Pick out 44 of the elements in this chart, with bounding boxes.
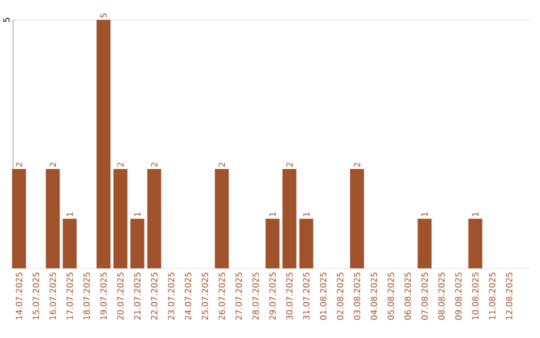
x-tick-label: 18.07.2025	[83, 272, 90, 320]
data-label: 2	[286, 162, 293, 167]
x-tick-label: 30.07.2025	[286, 272, 293, 320]
x-tick-label: 10.08.2025	[472, 272, 479, 320]
x-tick-label: 24.07.2025	[184, 272, 192, 320]
x-tick-label: 28.07.2025	[252, 272, 259, 320]
x-tick-label: 20.07.2025	[117, 272, 124, 320]
x-tick-label: 12.08.2025	[506, 272, 512, 320]
x-tick-label: 03.08.2025	[354, 272, 360, 320]
data-label: 2	[50, 162, 56, 167]
data-label: 1	[66, 212, 73, 216]
x-tick-label: 22.07.2025	[151, 272, 158, 320]
data-label: 1	[303, 212, 310, 216]
data-label: 2	[218, 162, 225, 167]
x-tick-label: 23.07.2025	[168, 272, 174, 320]
data-label: 2	[16, 162, 22, 167]
data-label: 1	[134, 212, 140, 216]
x-tick-label: 07.08.2025	[421, 272, 428, 320]
data-label: 2	[151, 162, 158, 167]
x-tick-label: 04.08.2025	[370, 272, 378, 320]
x-tick-label: 17.07.2025	[66, 272, 73, 320]
x-tick-label: 09.08.2025	[455, 272, 462, 320]
x-tick-label: 31.07.2025	[303, 272, 310, 320]
x-tick-label: 19.07.2025	[100, 272, 107, 320]
x-tick-label: 02.08.2025	[336, 272, 344, 320]
x-tick-label: 15.07.2025	[32, 272, 40, 320]
x-tick-label: 16.07.2025	[50, 272, 56, 320]
x-tick-label: 21.07.2025	[134, 272, 141, 320]
x-tick-label: 27.07.2025	[236, 272, 242, 320]
x-tick-label: 01.08.2025	[320, 272, 326, 320]
data-label: 1	[422, 212, 428, 216]
data-label: 1	[269, 212, 276, 216]
x-tick-label: 14.07.2025	[16, 272, 22, 320]
data-label: 2	[117, 162, 124, 167]
data-label: 1	[472, 212, 478, 216]
x-tick-label: 29.07.2025	[269, 272, 276, 320]
x-tick-label: 08.08.2025	[438, 272, 445, 320]
x-tick-label: 26.07.2025	[218, 272, 226, 320]
data-label: 5	[100, 14, 107, 18]
x-tick-label: 25.07.2025	[202, 272, 208, 320]
data-label: 2	[354, 162, 360, 167]
x-tick-label: 05.08.2025	[388, 272, 394, 320]
x-tick-label: 06.08.2025	[404, 272, 411, 320]
x-tick-label: 11.08.2025	[489, 272, 496, 320]
